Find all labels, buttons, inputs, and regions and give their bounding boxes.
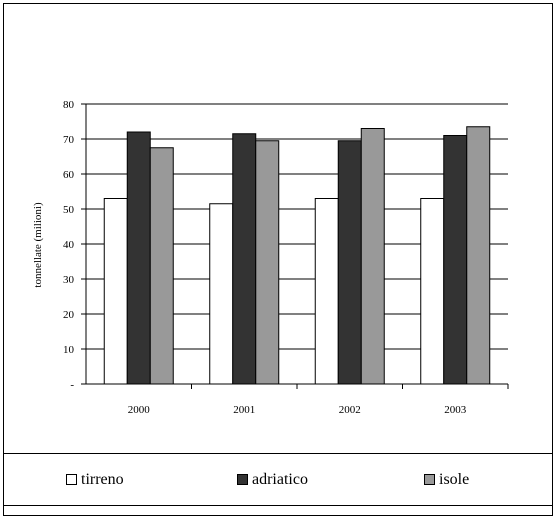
bar-adriatico-2003 — [443, 135, 468, 385]
bar-tirreno-2000 — [103, 198, 128, 385]
bar-tirreno-2001 — [209, 203, 234, 385]
bar-isole-2002 — [360, 128, 385, 385]
y-tick-label-10: 10 — [63, 344, 75, 356]
y-tick-label-50: 50 — [63, 204, 75, 216]
x-tick-label-2001: 2001 — [233, 404, 255, 416]
y-tick-label-0: - — [70, 379, 74, 391]
x-tick-label-2000: 2000 — [128, 404, 151, 416]
y-tick-label-20: 20 — [63, 309, 75, 321]
bar-isole-2000 — [149, 147, 174, 385]
y-tick-label-70: 70 — [63, 134, 75, 146]
legend-label-isole: isole — [439, 470, 470, 488]
bar-isole-2001 — [255, 140, 280, 385]
legend-item-tirreno: tirreno — [66, 454, 124, 505]
legend-item-isole: isole — [424, 454, 469, 505]
legend-item-adriatico: adriatico — [237, 454, 308, 505]
legend: tirreno adriatico isole — [3, 453, 553, 506]
bar-tirreno-2002 — [314, 198, 339, 385]
y-tick-label-60: 60 — [63, 169, 75, 181]
bar-tirreno-2003 — [420, 198, 445, 385]
y-axis-title: tonnellate (milioni) — [32, 202, 44, 288]
bar-isole-2003 — [466, 126, 491, 385]
y-tick-label-80: 80 — [63, 99, 75, 111]
legend-label-tirreno: tirreno — [81, 470, 124, 488]
bar-adriatico-2000 — [126, 131, 151, 385]
legend-swatch-tirreno — [66, 474, 77, 485]
y-tick-label-40: 40 — [63, 239, 75, 251]
x-tick-label-2002: 2002 — [339, 404, 361, 416]
legend-swatch-adriatico — [237, 474, 248, 485]
bar-adriatico-2001 — [232, 133, 257, 385]
legend-swatch-isole — [424, 474, 435, 485]
legend-label-adriatico: adriatico — [252, 470, 308, 488]
bar-adriatico-2002 — [337, 140, 362, 385]
x-tick-label-2003: 2003 — [444, 404, 467, 416]
y-tick-label-30: 30 — [63, 274, 75, 286]
